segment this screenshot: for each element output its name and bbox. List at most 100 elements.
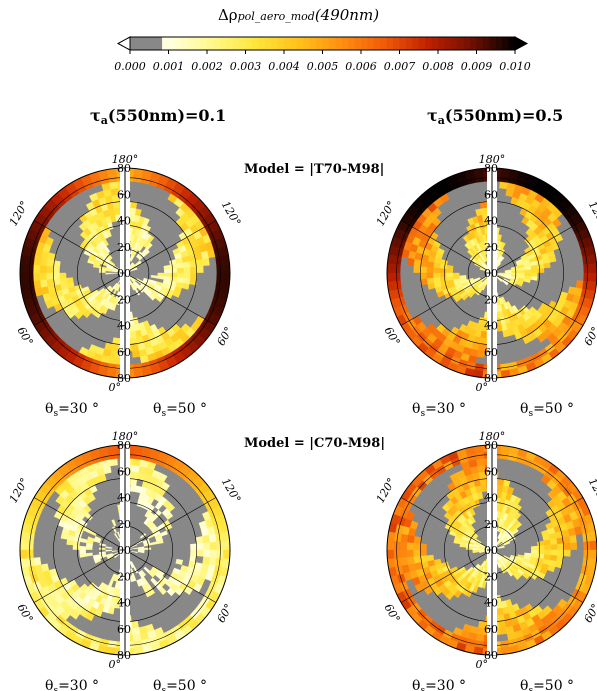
colorbar-gradient	[130, 37, 516, 50]
colorbar-cell	[457, 37, 465, 50]
polar-cell	[46, 542, 54, 551]
colorbar-cell	[348, 37, 356, 50]
polar-cell	[570, 549, 578, 558]
polar-cell	[98, 547, 106, 551]
polar-cell	[406, 257, 415, 267]
polar-cell	[589, 540, 597, 551]
polar-cell	[131, 464, 141, 473]
colorbar-tick-label: 0.000	[114, 60, 146, 73]
colorbar-tick-label: 0.003	[230, 60, 262, 73]
polar-cell	[511, 270, 519, 274]
polar-azimuth-label-120: 120°	[219, 476, 244, 505]
colorbar-cell	[200, 37, 208, 50]
polar-cell	[452, 269, 460, 274]
polar-cell	[195, 536, 204, 544]
polar-cell	[157, 546, 165, 551]
column-header-tau-rest: (550nm)=0.1	[107, 106, 227, 125]
polar-cell	[426, 272, 434, 279]
polar-cell	[432, 272, 440, 279]
model-label-c70: Model = |C70-M98|	[244, 436, 386, 451]
polar-cell	[576, 541, 585, 551]
polar-cell	[183, 549, 191, 556]
polar-cell	[498, 187, 508, 196]
colorbar-cell	[328, 37, 336, 50]
polar-cell	[562, 259, 571, 267]
polar-cell	[498, 620, 506, 629]
polar-cell	[400, 533, 409, 543]
colorbar-cell	[495, 37, 503, 50]
polar-cell	[46, 272, 54, 281]
polar-cell	[65, 267, 73, 274]
colorbar-cell	[309, 37, 317, 50]
polar-azimuth-label-120: 120°	[7, 476, 32, 505]
polar-cell	[209, 541, 218, 551]
polar-cell	[72, 268, 80, 274]
polar-cell	[39, 257, 48, 267]
column-header-tau-sub: a	[100, 114, 108, 127]
polar-cell	[208, 280, 217, 290]
polar-radial-tick-label: 20	[117, 570, 131, 583]
polar-cell	[208, 557, 217, 567]
polar-cell	[32, 541, 41, 551]
polar-cell	[498, 343, 506, 352]
colorbar-cell	[341, 37, 349, 50]
polar-cell	[550, 272, 558, 279]
polar-cell	[33, 280, 42, 290]
colorbar-cell	[425, 37, 433, 50]
polar-cell	[183, 267, 191, 274]
polar-cell	[549, 261, 558, 269]
polar-cell	[413, 536, 422, 544]
polar-azimuth-label-60: 60°	[382, 602, 403, 625]
polar-cell	[550, 549, 558, 556]
polar-cell	[163, 268, 172, 274]
polar-cell	[576, 549, 585, 559]
polar-cell	[413, 265, 421, 274]
polar-cell	[439, 263, 448, 270]
polar-cell	[550, 544, 558, 551]
colorbar-cell	[168, 37, 176, 50]
polar-cell	[458, 546, 466, 551]
theta-label: θs=30 °	[45, 401, 99, 419]
colorbar-cell	[245, 37, 253, 50]
polar-cell	[426, 261, 435, 269]
polar-cell	[132, 633, 142, 642]
colorbar-cell	[354, 37, 362, 50]
colorbar-cell	[149, 37, 157, 50]
polar-cell	[182, 538, 191, 546]
polar-cell	[426, 549, 434, 556]
colorbar-cell	[508, 37, 516, 50]
polar-cell	[536, 540, 545, 547]
polar-cell	[208, 533, 217, 543]
polar-cell	[131, 187, 141, 196]
polar-cell	[498, 627, 508, 636]
polar-radial-tick-label: 80	[484, 372, 498, 385]
polar-cell	[46, 536, 55, 544]
polar-azimuth-label-180: 180°	[479, 430, 506, 443]
polar-cell	[413, 272, 421, 281]
polar-cell	[59, 549, 67, 556]
polar-cell	[589, 549, 597, 560]
polar-radial-tick-label: 40	[117, 597, 131, 610]
polar-radial-tick-label: 60	[484, 623, 498, 636]
polar-cell	[426, 538, 435, 546]
polar-cell	[163, 545, 172, 551]
polar-azimuth-label-0: 0°	[476, 381, 489, 394]
colorbar-cell	[444, 37, 452, 50]
polar-cell	[203, 272, 211, 281]
polar-cell	[544, 272, 552, 279]
colorbar-tick-label: 0.001	[153, 60, 185, 73]
polar-cell	[550, 267, 558, 274]
colorbar-cell	[194, 37, 202, 50]
colorbar-cell	[476, 37, 484, 50]
polar-radial-tick-label: 60	[484, 188, 498, 201]
polar-cell	[33, 256, 42, 266]
colorbar-title: Δρpol_aero_mod(490nm)	[0, 6, 597, 24]
colorbar-cell	[130, 37, 138, 50]
polar-cell	[170, 545, 178, 551]
colorbar-cell	[502, 37, 510, 50]
polar-radial-tick-label: 20	[117, 241, 131, 254]
polar-cell	[406, 549, 414, 558]
polar-cell	[132, 458, 142, 467]
